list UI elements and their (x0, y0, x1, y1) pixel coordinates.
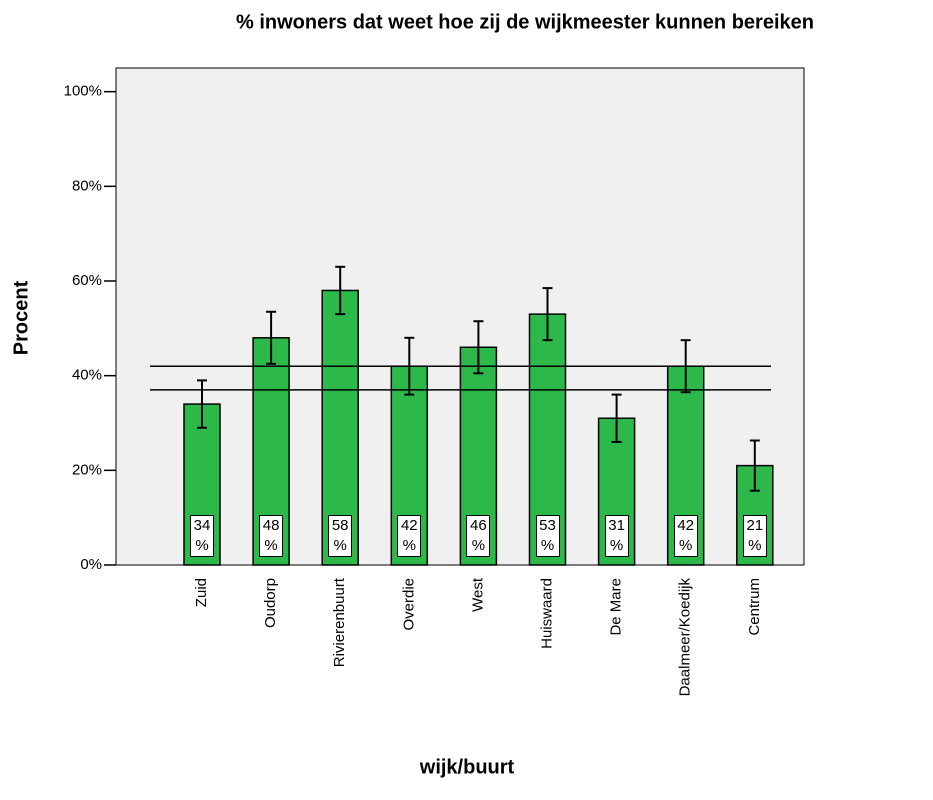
value-label: 21 % (742, 515, 767, 557)
x-tick-label: Overdie (400, 578, 417, 631)
y-axis-label: Procent (10, 280, 32, 355)
x-tick-label: Huiswaard (538, 578, 555, 649)
value-label: 42 % (397, 515, 422, 557)
x-tick-label: West (469, 577, 486, 612)
x-tick-label: Centrum (746, 578, 763, 636)
y-tick-label: 20% (72, 461, 102, 478)
y-tick-label: 40% (72, 367, 102, 384)
x-tick-label: Rivierenbuurt (331, 577, 348, 667)
y-tick-label: 100% (64, 83, 102, 100)
y-tick-label: 0% (80, 556, 102, 573)
y-tick-label: 60% (72, 272, 102, 289)
value-label: 42 % (673, 515, 698, 557)
x-tick-label: Daalmeer/Koedijk (677, 578, 694, 697)
value-label: 46 % (466, 515, 491, 557)
y-tick-label: 80% (72, 177, 102, 194)
x-axis-label: wijk/buurt (419, 756, 515, 778)
chart-title: % inwoners dat weet hoe zij de wijkmeest… (236, 11, 814, 33)
x-tick-label: Zuid (193, 578, 210, 607)
x-tick-label: De Mare (608, 578, 625, 636)
value-label: 34 % (190, 515, 214, 557)
value-label: 31 % (604, 515, 629, 557)
value-label: 58 % (328, 515, 353, 557)
x-tick-label: Oudorp (262, 578, 279, 628)
value-label: 53 % (535, 515, 560, 557)
value-label: 48 % (259, 515, 284, 557)
